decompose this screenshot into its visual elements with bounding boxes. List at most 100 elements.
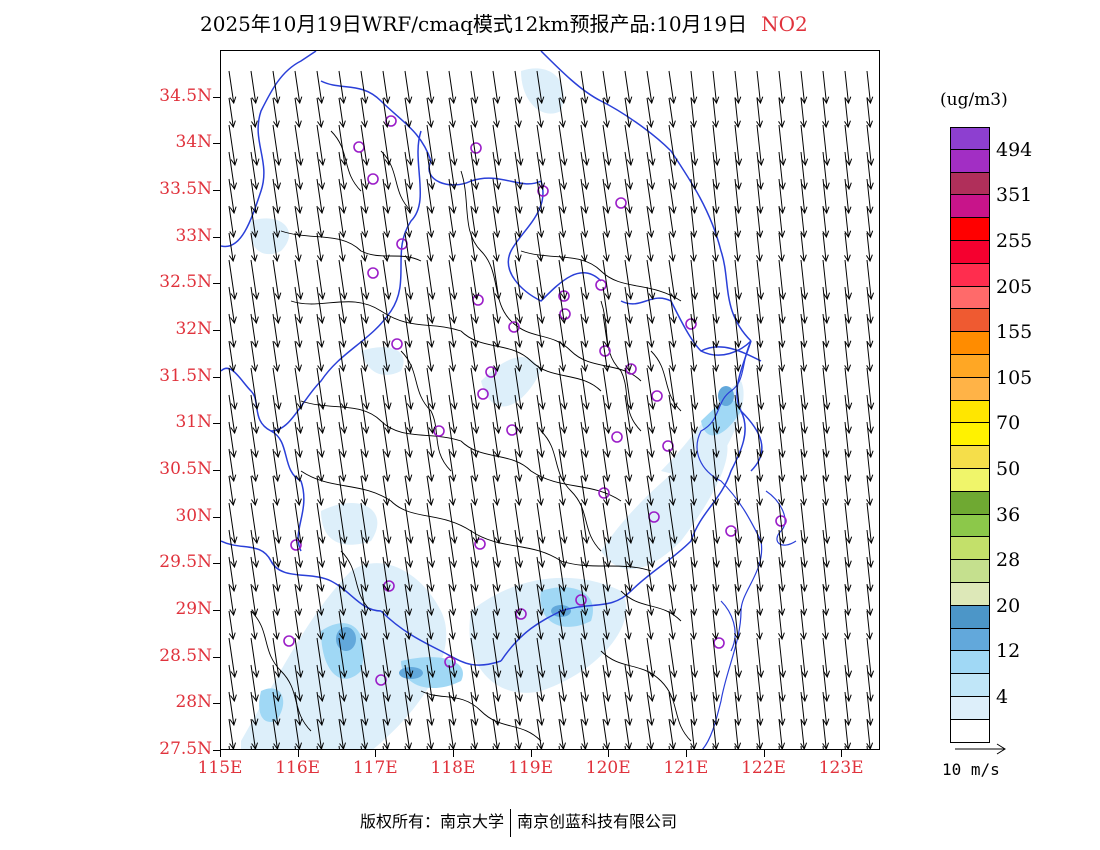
wind-arrow (668, 232, 676, 263)
wind-arrow (822, 691, 830, 727)
wind-arrow (602, 70, 611, 105)
wind-arrow (800, 367, 809, 411)
wind-arrow (624, 70, 633, 105)
wind-arrow (712, 259, 721, 301)
colorbar-swatch (950, 696, 990, 720)
latitude-tick (213, 283, 220, 285)
wind-arrow (866, 70, 874, 105)
wind-arrow (382, 637, 392, 679)
wind-arrow (822, 448, 830, 483)
colorbar-label: 36 (996, 503, 1021, 526)
station-marker (598, 487, 610, 499)
wind-arrow (865, 232, 873, 263)
wind-arrow (536, 529, 546, 569)
wind-arrow (382, 583, 391, 617)
wind-arrow (646, 610, 654, 641)
wind-arrow (426, 124, 436, 167)
forecast-map (220, 50, 880, 750)
wind-arrow (866, 151, 874, 191)
wind-arrow (800, 70, 808, 105)
wind-arrow (272, 259, 282, 301)
wind-arrow (734, 205, 742, 239)
wind-arrow (690, 394, 698, 435)
wind-arrow (711, 610, 719, 641)
wind-arrow (426, 313, 435, 349)
wind-arrow (822, 475, 829, 507)
latitude-tick (213, 563, 220, 565)
wind-arrow (734, 178, 742, 215)
wind-arrow (492, 583, 501, 617)
wind-arrow (558, 259, 568, 301)
wind-arrow (316, 259, 326, 301)
wind-arrow (558, 340, 567, 373)
wind-arrow (382, 70, 391, 105)
wind-arrow (558, 421, 567, 459)
wind-arrow (668, 502, 678, 545)
wind-arrow (272, 313, 281, 349)
wind-arrow (602, 124, 612, 167)
wind-arrow (558, 448, 567, 483)
wind-arrow (822, 394, 830, 435)
wind-arrow (624, 259, 634, 301)
wind-arrow (382, 124, 392, 167)
colorbar-label: 4 (996, 686, 1009, 708)
wind-arrow (492, 367, 502, 411)
colorbar-swatch (950, 674, 990, 697)
wind-arrow (404, 70, 413, 105)
wind-arrow (250, 286, 259, 325)
wind-arrow (404, 124, 414, 167)
wind-arrow (514, 124, 524, 167)
wind-arrow (756, 97, 763, 129)
wind-arrow (338, 97, 346, 129)
wind-arrow (558, 583, 567, 617)
wind-arrow (558, 637, 568, 679)
wind-arrow (250, 97, 258, 129)
wind-arrow (448, 718, 457, 749)
wind-arrow (316, 421, 325, 459)
wind-arrow (250, 637, 260, 679)
wind-arrow (778, 583, 786, 617)
wind-arrow (580, 259, 590, 301)
wind-arrow (602, 286, 611, 325)
wind-arrow (404, 232, 412, 263)
wind-arrow (756, 205, 764, 239)
wind-arrow (382, 97, 390, 129)
wind-arrow (668, 529, 678, 569)
wind-arrow (470, 718, 479, 749)
wind-arrow (360, 70, 369, 105)
latitude-tick (213, 423, 220, 425)
wind-arrow (580, 178, 589, 215)
latitude-tick-label: 28.5N (159, 645, 212, 666)
wind-arrow (492, 232, 500, 263)
wind-arrow (228, 124, 238, 167)
wind-arrow (272, 718, 281, 749)
wind-arrow (382, 718, 391, 749)
wind-arrow (602, 205, 611, 239)
colorbar-swatch (950, 172, 990, 196)
wind-arrow (404, 718, 413, 749)
wind-arrow (712, 448, 720, 483)
latitude-tick (213, 190, 220, 191)
wind-arrow (272, 556, 281, 593)
wind-arrow (668, 178, 677, 215)
wind-arrow (580, 97, 588, 129)
wind-arrow (822, 529, 830, 569)
wind-arrow (514, 610, 522, 641)
wind-arrow (360, 718, 369, 749)
wind-arrow (316, 529, 326, 569)
wind-arrow (492, 502, 502, 545)
wind-arrow (470, 340, 479, 373)
wind-arrow (624, 502, 634, 545)
wind-arrow (734, 70, 742, 105)
wind-arrow (866, 556, 874, 593)
wind-arrow (866, 583, 874, 617)
wind-arrow (272, 97, 280, 129)
colorbar-swatch (950, 537, 990, 561)
wind-arrow (426, 583, 435, 617)
wind-arrow (646, 502, 656, 545)
wind-arrow (822, 502, 831, 545)
wind-arrow (844, 718, 852, 749)
latitude-tick-label: 30.5N (159, 459, 212, 479)
latitude-tick-label: 33N (175, 225, 212, 246)
wind-arrow (272, 475, 280, 507)
